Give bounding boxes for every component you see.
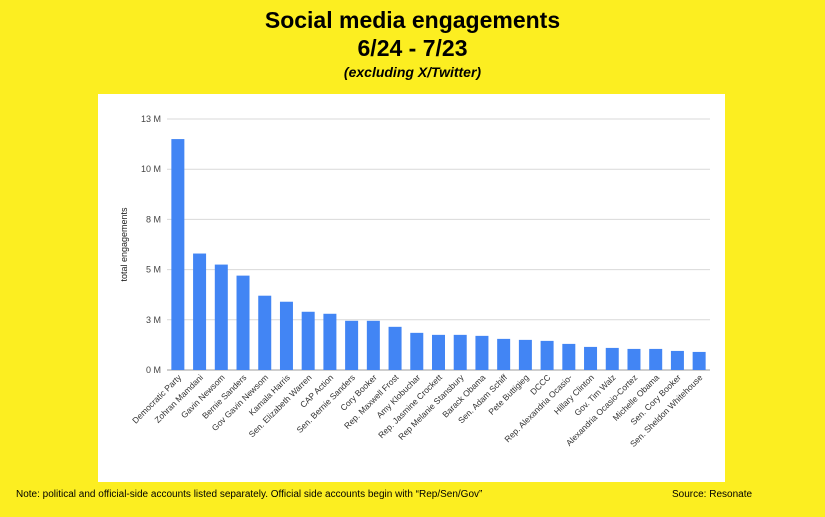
bar [518,339,532,370]
bar [279,301,293,370]
bar [171,139,185,370]
bar [670,350,684,370]
bar [627,348,641,370]
bar [214,264,228,370]
bar [323,313,337,370]
footer-note: Note: political and official-side accoun… [16,489,483,500]
bar [562,343,576,370]
y-tick-label: 8 M [146,214,161,224]
bar [301,311,315,370]
bar [345,320,359,370]
y-tick-label: 3 M [146,315,161,325]
bar [475,335,489,370]
bar [410,332,424,370]
bar [193,253,207,370]
y-tick-label: 13 M [141,114,161,124]
bar [432,334,445,370]
y-tick-label: 10 M [141,164,161,174]
bar [692,351,706,370]
y-axis-label: total engagements [119,207,129,282]
y-tick-label: 5 M [146,265,161,275]
bar [258,295,272,370]
bar [584,346,598,370]
chart-date-range: 6/24 - 7/23 [357,35,468,61]
bar [366,320,380,370]
bar [540,340,554,370]
chart-subtitle: (excluding X/Twitter) [343,64,482,80]
bar [236,275,250,370]
chart-title: Social media engagements [264,7,561,33]
y-tick-label: 0 M [146,365,161,375]
footer-source: Source: Resonate [672,489,753,500]
bar [453,334,467,370]
bar [649,348,663,370]
bar [605,347,619,370]
title-block: Social media engagements 6/24 - 7/23 (ex… [0,6,825,81]
bar [497,338,511,370]
bar [388,326,402,370]
